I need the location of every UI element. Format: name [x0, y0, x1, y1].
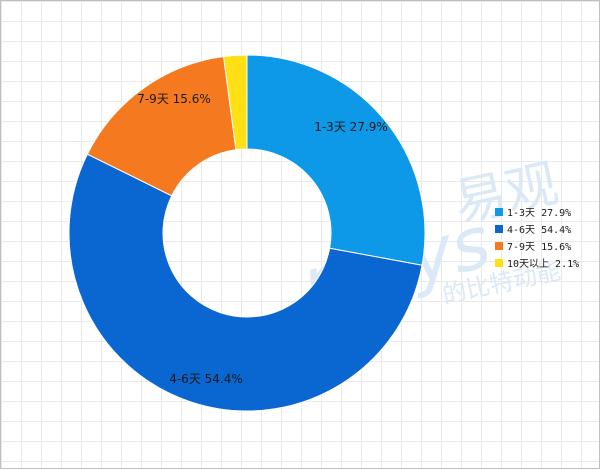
slice-label-1: 1-3天 27.9%: [314, 120, 388, 134]
legend-item-2: 4-6天 54.4%: [495, 220, 579, 237]
legend-swatch-1: [495, 207, 503, 216]
legend-label-2: 4-6天 54.4%: [507, 225, 572, 236]
legend-item-1: 1-3天 27.9%: [495, 203, 579, 220]
slices-group: [68, 54, 426, 412]
legend-label-4: 10天以上 2.1%: [507, 259, 580, 270]
chart-legend: 1-3天 27.9% 4-6天 54.4% 7-9天 15.6% 10天以上 2.1%: [495, 203, 579, 271]
slice-label-2: 4-6天 54.4%: [169, 372, 243, 386]
legend-item-4: 10天以上 2.1%: [495, 254, 579, 271]
slice-2: [68, 153, 423, 412]
slice-3: [86, 55, 237, 197]
legend-label-3: 7-9天 15.6%: [507, 242, 572, 253]
slice-label-3: 7-9天 15.6%: [137, 92, 211, 106]
legend-label-1: 1-3天 27.9%: [507, 208, 572, 219]
legend-item-3: 7-9天 15.6%: [495, 237, 579, 254]
legend-swatch-2: [495, 224, 503, 233]
slice-4: [223, 54, 248, 151]
slice-labels-group: 1-3天 27.9% 4-6天 54.4% 7-9天 15.6%: [137, 92, 388, 386]
slice-1: [246, 54, 426, 266]
legend-swatch-4: [495, 258, 503, 267]
legend-swatch-3: [495, 241, 503, 250]
